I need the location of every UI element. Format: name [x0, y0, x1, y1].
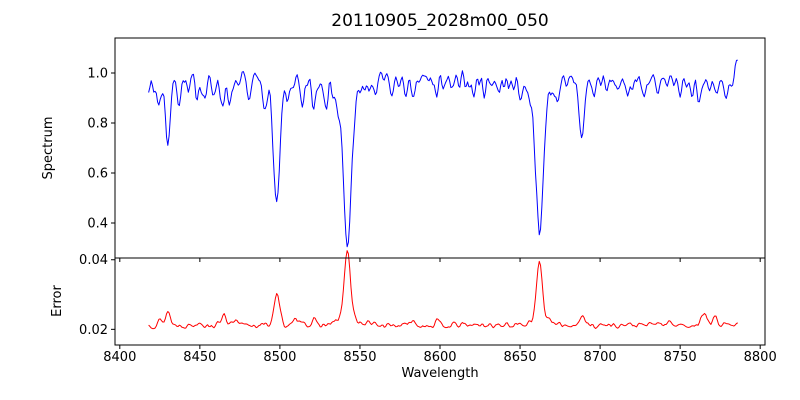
x-tick-label: 8800	[744, 350, 777, 365]
y-axis-label-error: Error	[50, 285, 65, 317]
spectrum-y-tick-label: 1.0	[87, 67, 108, 82]
error-y-tick-label: 0.04	[79, 253, 108, 268]
spectrum-y-tick-label: 0.6	[87, 167, 108, 182]
x-axis-label: Wavelength	[401, 366, 479, 381]
x-tick-label: 8700	[584, 350, 617, 365]
x-tick-label: 8400	[103, 350, 136, 365]
error-y-tick-label: 0.02	[79, 323, 108, 338]
error-axes-border	[114, 257, 766, 346]
x-tick-label: 8600	[423, 350, 456, 365]
chart-title: 20110905_2028m00_050	[331, 11, 549, 31]
spectrum-axes-border	[114, 37, 766, 259]
x-tick-label: 8450	[183, 350, 216, 365]
spectrum-y-tick-label: 0.4	[87, 217, 108, 232]
x-tick-label: 8550	[343, 350, 376, 365]
spectrum-y-tick-label: 0.8	[87, 117, 108, 132]
x-tick-label: 8650	[504, 350, 537, 365]
spectrum-series-line	[148, 59, 738, 248]
error-series-line	[148, 250, 739, 330]
x-tick-label: 8500	[263, 350, 296, 365]
x-tick-label: 8750	[664, 350, 697, 365]
